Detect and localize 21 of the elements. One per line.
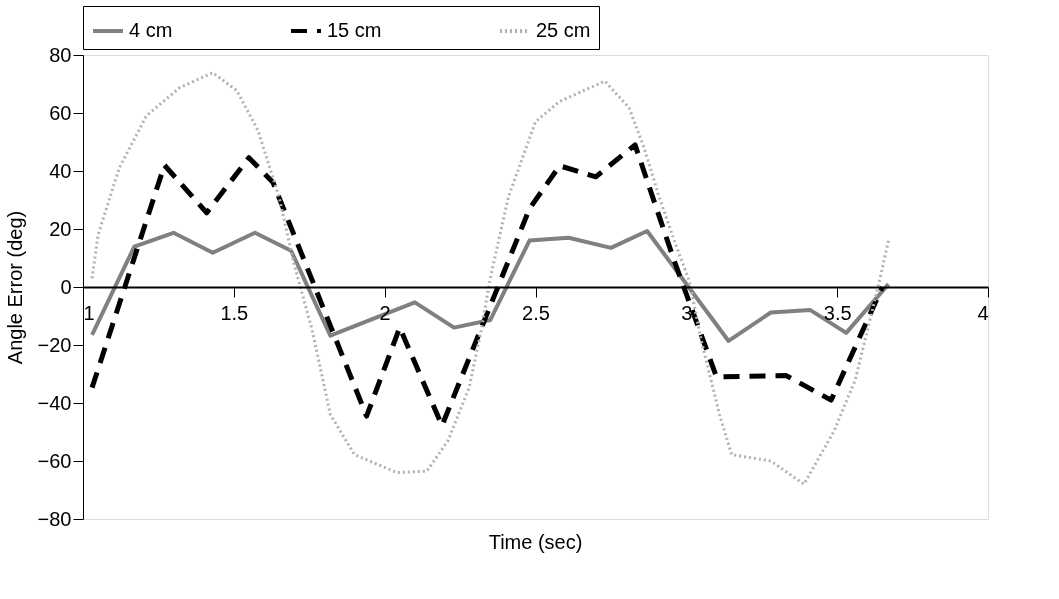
y-tick-label: −60 <box>37 449 72 472</box>
y-tick-label: 0 <box>60 275 72 298</box>
x-tick-label: 1.5 <box>220 301 249 324</box>
y-tick-label: 40 <box>49 159 72 182</box>
legend-label: 15 cm <box>327 19 382 41</box>
legend-label: 4 cm <box>129 19 173 41</box>
x-tick-label: 3.5 <box>823 301 852 324</box>
x-tick-label: 1 <box>83 301 95 324</box>
x-tick-label: 4 <box>977 301 989 324</box>
y-tick-label: −80 <box>37 507 72 530</box>
x-axis-title: Time (sec) <box>488 531 583 553</box>
y-tick-label: 80 <box>49 43 72 66</box>
x-tick-label: 2.5 <box>522 301 550 324</box>
x-tick-label: 3 <box>681 301 693 324</box>
y-tick-label: 60 <box>49 101 72 124</box>
y-tick-label: −40 <box>37 391 72 414</box>
y-tick-label: −20 <box>37 333 72 356</box>
y-tick-label: 20 <box>49 217 72 240</box>
x-tick-label: 2 <box>379 301 391 324</box>
y-axis-title: Angle Error (deg) <box>3 210 26 365</box>
legend-label: 25 cm <box>536 19 591 41</box>
